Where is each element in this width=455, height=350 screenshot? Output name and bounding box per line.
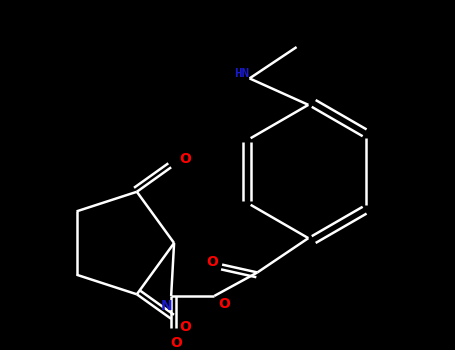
Text: O: O	[179, 153, 191, 167]
Text: O: O	[218, 297, 230, 311]
Text: O: O	[207, 255, 218, 269]
Text: O: O	[179, 320, 191, 334]
Text: N: N	[161, 299, 172, 313]
Text: HN: HN	[234, 67, 249, 80]
Text: O: O	[170, 336, 182, 350]
